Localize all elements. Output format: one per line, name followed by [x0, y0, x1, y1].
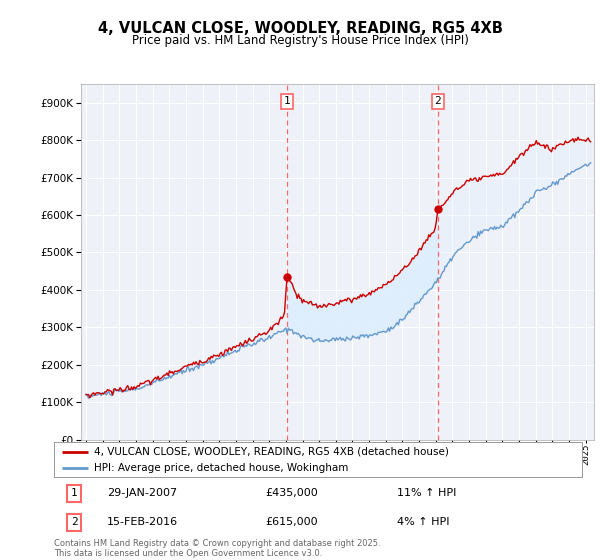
- Text: 2: 2: [434, 96, 441, 106]
- Text: Contains HM Land Registry data © Crown copyright and database right 2025.
This d: Contains HM Land Registry data © Crown c…: [54, 539, 380, 558]
- Text: 4% ↑ HPI: 4% ↑ HPI: [397, 517, 450, 528]
- Text: £435,000: £435,000: [265, 488, 318, 498]
- Text: £615,000: £615,000: [265, 517, 318, 528]
- Text: 4, VULCAN CLOSE, WOODLEY, READING, RG5 4XB (detached house): 4, VULCAN CLOSE, WOODLEY, READING, RG5 4…: [94, 447, 448, 457]
- Text: 11% ↑ HPI: 11% ↑ HPI: [397, 488, 457, 498]
- Text: Price paid vs. HM Land Registry's House Price Index (HPI): Price paid vs. HM Land Registry's House …: [131, 34, 469, 46]
- Text: 2: 2: [71, 517, 77, 528]
- Text: 1: 1: [284, 96, 290, 106]
- Text: 4, VULCAN CLOSE, WOODLEY, READING, RG5 4XB: 4, VULCAN CLOSE, WOODLEY, READING, RG5 4…: [98, 21, 502, 36]
- Text: 29-JAN-2007: 29-JAN-2007: [107, 488, 177, 498]
- Text: 15-FEB-2016: 15-FEB-2016: [107, 517, 178, 528]
- Text: HPI: Average price, detached house, Wokingham: HPI: Average price, detached house, Woki…: [94, 464, 348, 473]
- Text: 1: 1: [71, 488, 77, 498]
